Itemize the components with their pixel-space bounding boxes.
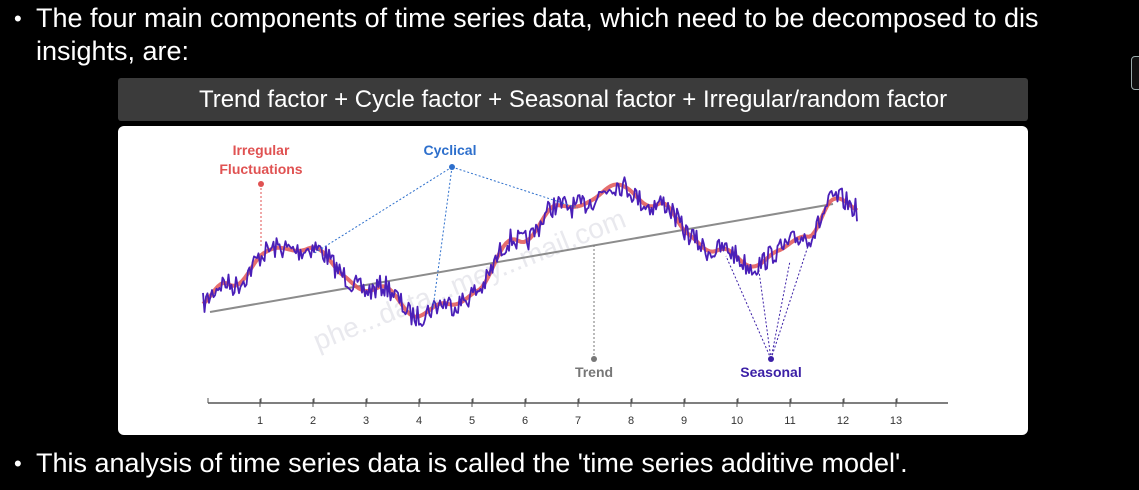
- bullet-1-text: The four main components of time series …: [35, 3, 1039, 66]
- x-axis-ticks: 1 2 3 4 5 6 7 8 9 10 11 12 13: [207, 398, 902, 427]
- time-series-diagram: phe...data...mey...mail.com Irregular Fl…: [118, 126, 1028, 435]
- bullet-dot: •: [14, 6, 22, 31]
- trend-line: [209, 203, 834, 313]
- axis-tick-label: 13: [890, 415, 902, 427]
- axis-tick-label: 6: [522, 415, 528, 427]
- edge-tab: [1131, 56, 1139, 90]
- bullet-1: • The four main components of time serie…: [14, 2, 1074, 68]
- bullet-2: • This analysis of time series data is c…: [14, 447, 908, 481]
- bullet-dot: •: [14, 451, 22, 476]
- noisy-series: [202, 176, 858, 327]
- irregular-label-2: Fluctuations: [219, 161, 302, 177]
- formula-bar: Trend factor + Cycle factor + Seasonal f…: [118, 78, 1028, 121]
- irregular-label-1: Irregular: [233, 142, 290, 158]
- formula-text: Trend factor + Cycle factor + Seasonal f…: [198, 85, 948, 113]
- axis-tick-label: 3: [363, 415, 369, 427]
- axis-tick-label: 5: [469, 415, 475, 427]
- axis-tick-label: 1: [257, 415, 263, 427]
- bullet-2-text: This analysis of time series data is cal…: [36, 448, 908, 478]
- diagram-svg: phe...data...mey...mail.com Irregular Fl…: [201, 142, 948, 427]
- axis-tick-label: 12: [837, 415, 849, 427]
- axis-tick-label: 8: [628, 415, 634, 427]
- axis-tick-label: 2: [310, 415, 316, 427]
- axis-tick-label: 9: [681, 415, 687, 427]
- axis-tick-label: 4: [416, 415, 422, 427]
- cyclical-label: Cyclical: [424, 142, 477, 158]
- seasonal-label: Seasonal: [740, 364, 801, 380]
- trend-label: Trend: [575, 364, 613, 380]
- cyclical-pointer-lines: [312, 166, 579, 309]
- axis-tick-label: 7: [575, 415, 581, 427]
- seasonal-pointer-lines: [725, 245, 809, 360]
- axis-tick-label: 10: [731, 415, 743, 427]
- axis-tick-label: 11: [784, 415, 795, 427]
